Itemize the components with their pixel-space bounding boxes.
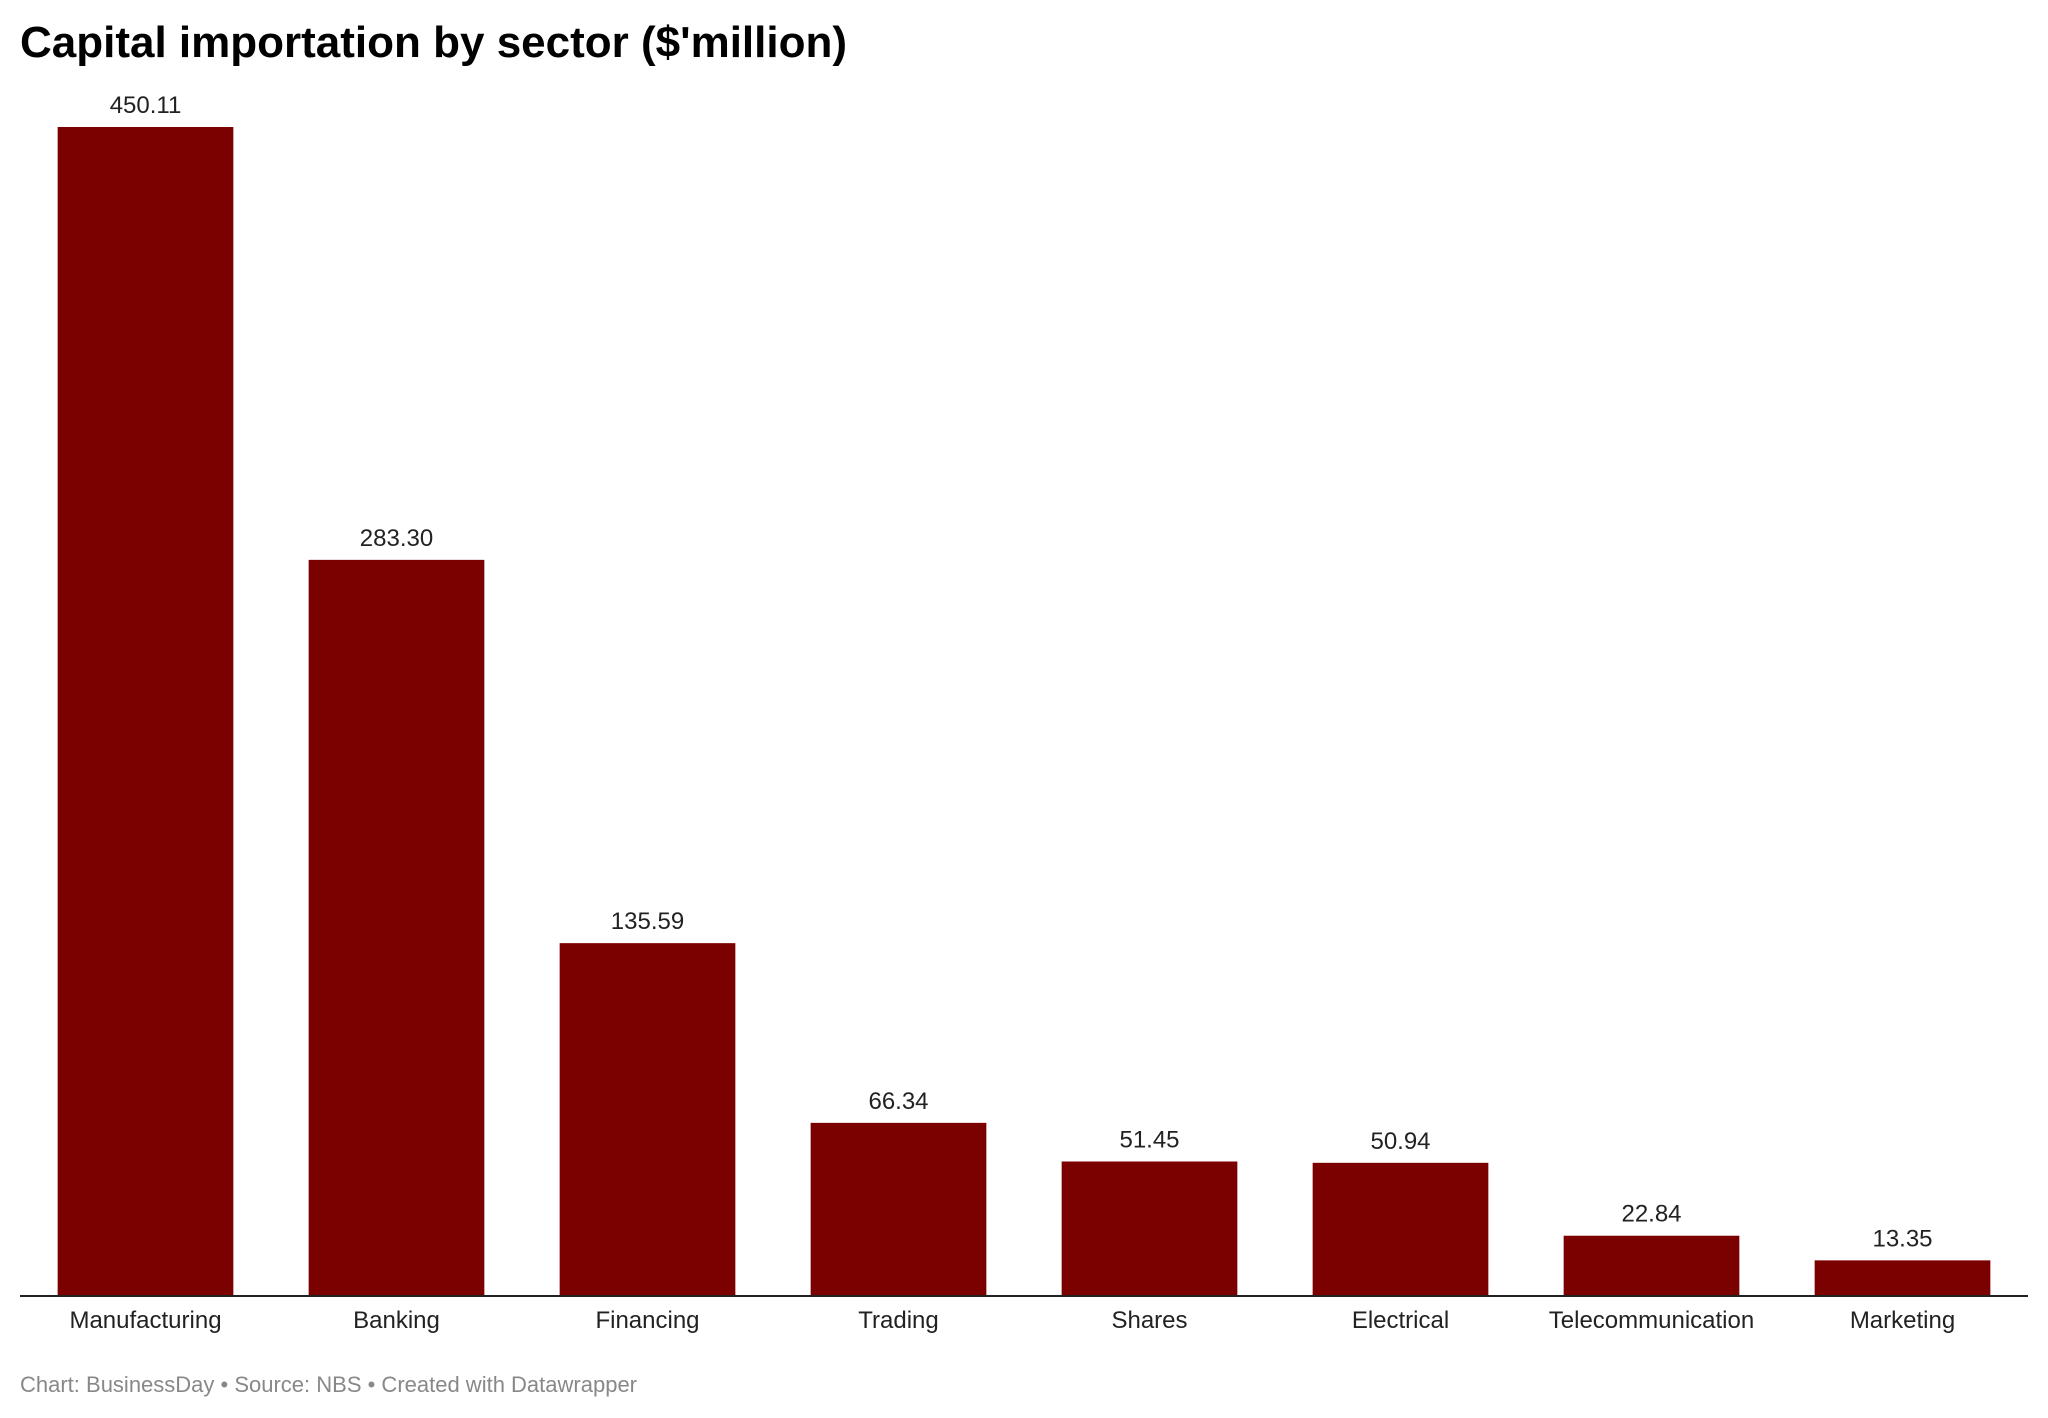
value-label-manufacturing: 450.11 <box>110 92 182 119</box>
chart-title: Capital importation by sector ($'million… <box>20 18 847 67</box>
category-label-banking: Banking <box>353 1307 440 1334</box>
category-label-electrical: Electrical <box>1352 1307 1449 1334</box>
value-label-electrical: 50.94 <box>1370 1128 1430 1155</box>
category-label-trading: Trading <box>858 1307 938 1334</box>
category-labels-group: Manufacturing Banking Financing Trading Shar… <box>69 1307 1955 1334</box>
category-label-manufacturing: Manufacturing <box>69 1307 221 1334</box>
bar-trading <box>810 1122 987 1295</box>
bar-financing <box>559 943 736 1295</box>
value-labels-group: 450.11 283.30 135.59 66.34 51.45 50.94 22.84 13… <box>110 92 1933 1252</box>
value-label-marketing: 13.35 <box>1872 1225 1932 1252</box>
value-label-banking: 283.30 <box>360 525 433 552</box>
value-label-trading: 66.34 <box>868 1088 928 1115</box>
bar-electrical <box>1312 1162 1489 1295</box>
value-label-financing: 135.59 <box>611 908 684 935</box>
bars-group <box>57 127 1991 1295</box>
category-label-financing: Financing <box>595 1307 699 1334</box>
bar-banking <box>308 559 485 1295</box>
value-label-shares: 51.45 <box>1119 1126 1179 1153</box>
category-label-marketing: Marketing <box>1850 1307 1955 1334</box>
bar-telecommunication <box>1563 1235 1740 1295</box>
category-label-telecommunication: Telecommunication <box>1549 1307 1754 1334</box>
chart-footer: Chart: BusinessDay • Source: NBS • Creat… <box>20 1372 637 1397</box>
bar-shares <box>1061 1161 1238 1295</box>
bar-manufacturing <box>57 127 234 1295</box>
value-label-telecommunication: 22.84 <box>1621 1201 1681 1228</box>
category-label-shares: Shares <box>1111 1307 1187 1334</box>
bar-marketing <box>1814 1260 1991 1295</box>
